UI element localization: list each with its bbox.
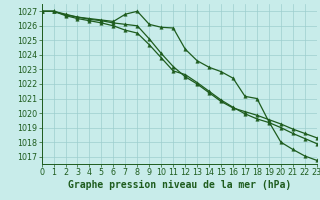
X-axis label: Graphe pression niveau de la mer (hPa): Graphe pression niveau de la mer (hPa) bbox=[68, 180, 291, 190]
